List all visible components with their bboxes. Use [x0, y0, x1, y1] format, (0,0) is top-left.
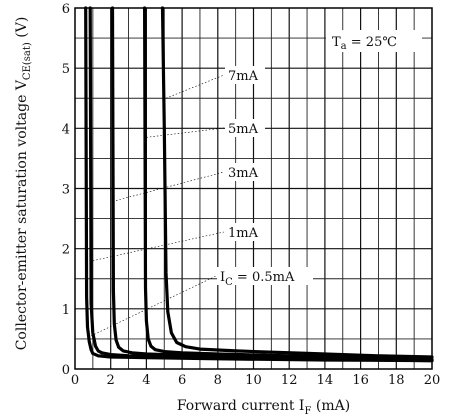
y-tick-label: 5 — [62, 62, 70, 77]
series-line-0 — [84, 6, 434, 363]
series-label-0: IC = 0.5mA — [220, 270, 295, 288]
x-tick-label: 4 — [142, 373, 150, 388]
label-background — [225, 119, 265, 137]
svg-text:Ta = 25℃: Ta = 25℃ — [332, 35, 397, 52]
series-label-1: 1mA — [228, 226, 259, 241]
series-line-3 — [143, 6, 434, 361]
y-tick-label: 4 — [62, 122, 70, 137]
series-label-3: 5mA — [228, 122, 259, 137]
y-tick-label: 2 — [62, 243, 70, 258]
y-tick-label: 0 — [62, 363, 70, 378]
x-tick-label: 18 — [388, 373, 405, 388]
y-tick-label: 3 — [62, 183, 70, 198]
label-background — [225, 163, 265, 181]
y-tick-labels: 0 1 2 3 4 5 6 — [62, 2, 70, 378]
x-tick-label: 12 — [281, 373, 298, 388]
label-leader — [115, 171, 225, 201]
plot-frame — [74, 7, 433, 370]
curves — [84, 6, 434, 363]
y-tick-label: 1 — [62, 303, 70, 318]
y-tick-label: 6 — [62, 2, 70, 17]
series-line-2 — [110, 6, 434, 362]
y-axis-label: Collector-emitter saturation voltage VCE… — [14, 17, 33, 351]
curve-labels: IC = 0.5mA 1mA 3mA 5mA 7mA — [217, 66, 313, 288]
label-background — [225, 66, 265, 84]
series-label-4: 7mA — [228, 69, 259, 84]
temperature-annotation: Ta = 25℃ — [326, 30, 422, 52]
x-tick-label: 2 — [107, 373, 115, 388]
x-tick-label: 16 — [352, 373, 369, 388]
series-line-1 — [88, 6, 434, 363]
series-line-4 — [160, 6, 434, 359]
x-tick-label: 8 — [214, 373, 222, 388]
label-leader — [146, 127, 225, 138]
label-leader — [90, 275, 217, 337]
series-label-2: 3mA — [228, 166, 259, 181]
x-axis-label: Forward current IF (mA) — [177, 398, 350, 414]
x-tick-label: 20 — [424, 373, 441, 388]
grid — [75, 8, 432, 369]
x-tick-label: 10 — [245, 373, 262, 388]
x-tick-labels: 0 2 4 6 8 10 12 14 16 18 20 — [71, 373, 440, 388]
x-tick-label: 0 — [71, 373, 79, 388]
label-background — [225, 223, 265, 241]
label-leader — [165, 74, 225, 99]
x-tick-label: 6 — [178, 373, 186, 388]
x-tick-label: 14 — [317, 373, 334, 388]
label-background — [217, 267, 313, 285]
